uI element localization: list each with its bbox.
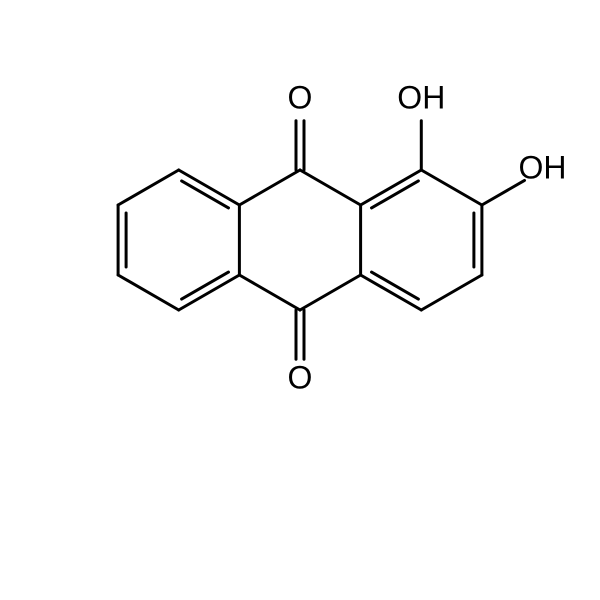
atom-label-o2: O [288,359,313,395]
chemical-structure: O O OH OH [0,0,600,600]
atom-label-oh2: OH [519,149,567,185]
atom-label-oh1: OH [397,79,445,115]
atom-label-o1: O [288,79,313,115]
